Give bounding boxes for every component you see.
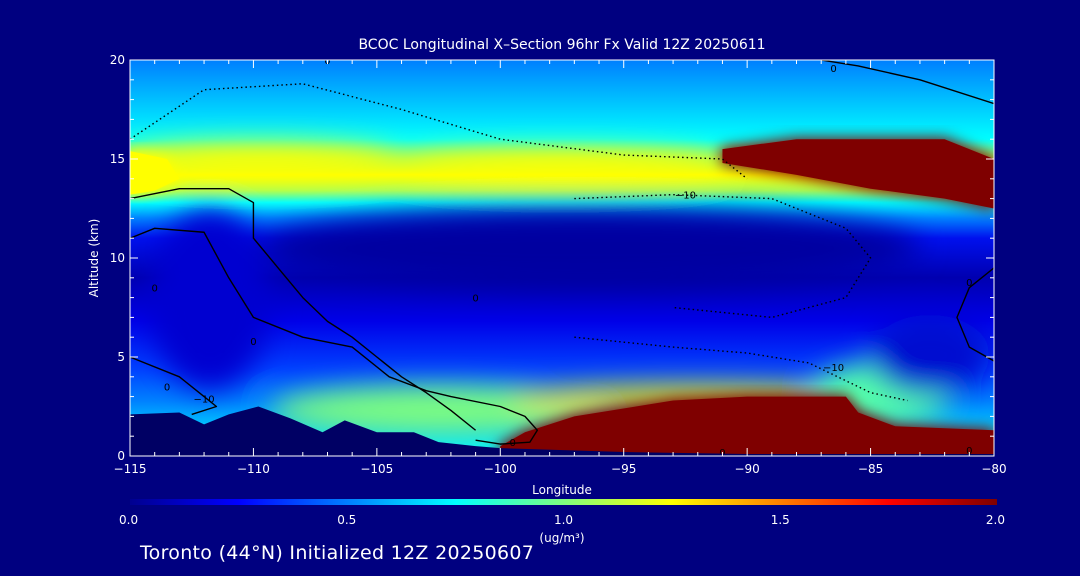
x-tick-label: −115: [114, 462, 147, 476]
high-concentration-regions: [130, 137, 994, 456]
x-tick-label: −85: [858, 462, 883, 476]
colorbar-tick-label: 1.5: [771, 513, 790, 527]
contour-line-2: [130, 356, 218, 416]
footer-caption: Toronto (44°N) Initialized 12Z 20250607: [140, 542, 535, 564]
y-tick-label: 15: [110, 152, 125, 166]
concentration-region-core-0: [722, 139, 994, 209]
y-axis-ticks: 0 5 10 15 20: [110, 53, 994, 463]
x-tick-label: −110: [237, 462, 270, 476]
contour-label-7: −10: [823, 363, 844, 374]
colorbar-tick-label: 0.5: [337, 513, 356, 527]
x-tick-label: −95: [611, 462, 636, 476]
upper-mid-yellow-glow: [400, 151, 720, 179]
temperature-contours: [130, 60, 994, 445]
upper-jet-core: [260, 208, 920, 288]
x-axis-ticks: −115 −110 −105 −100 −95 −90 −85 −80: [114, 60, 1007, 476]
chart-title: BCOC Longitudinal X–Section 96hr Fx Vali…: [358, 37, 765, 53]
y-tick-label: 10: [110, 251, 125, 265]
contour-line-1: [130, 187, 477, 431]
colorbar-tick-label: 0.0: [119, 513, 138, 527]
left-column-dip: [150, 210, 270, 390]
x-axis-label: Longitude: [532, 483, 592, 497]
colorbar-tick-label: 2.0: [986, 513, 1005, 527]
concentration-region-core-1: [500, 396, 994, 456]
colorbar: [130, 499, 997, 505]
y-tick-label: 20: [110, 53, 125, 67]
contour-label-12: 0: [966, 446, 972, 457]
contour-label-5: 0: [966, 278, 972, 289]
contour-line-3: [130, 83, 748, 180]
x-tick-label: −90: [734, 462, 759, 476]
x-tick-label: −80: [981, 462, 1006, 476]
colorbar-ticks: 0.0 0.5 1.0 1.5 2.0: [119, 513, 1005, 527]
y-axis-label: Altitude (km): [87, 219, 101, 298]
colorbar-unit: (ug/m³): [539, 531, 584, 545]
contour-label-2: −10: [675, 191, 696, 202]
contour-label-4: 0: [472, 294, 478, 305]
x-tick-label: −105: [360, 462, 393, 476]
terrain-profile: [130, 406, 994, 456]
contour-label-8: 0: [164, 383, 170, 394]
contour-line-0: [130, 227, 539, 445]
contour-label-9: −10: [194, 395, 215, 406]
upper-left-yellow-glow: [130, 144, 400, 176]
contour-line-5: [574, 336, 908, 402]
x-tick-label: −100: [484, 462, 517, 476]
contour-line-7: [956, 267, 994, 362]
concentration-region-core-2: [130, 151, 180, 195]
soft-color-layer: [130, 144, 990, 434]
contour-label-10: 0: [509, 438, 515, 449]
y-tick-label: 0: [117, 449, 125, 463]
y-tick-label: 5: [117, 350, 125, 364]
right-dark-blue-pocket: [870, 315, 990, 395]
contour-label-6: 0: [250, 337, 256, 348]
contour-label-1: 0: [830, 64, 836, 75]
colorbar-tick-label: 1.0: [554, 513, 573, 527]
contour-label-3: 0: [151, 284, 157, 295]
contour-line-6: [816, 60, 994, 105]
